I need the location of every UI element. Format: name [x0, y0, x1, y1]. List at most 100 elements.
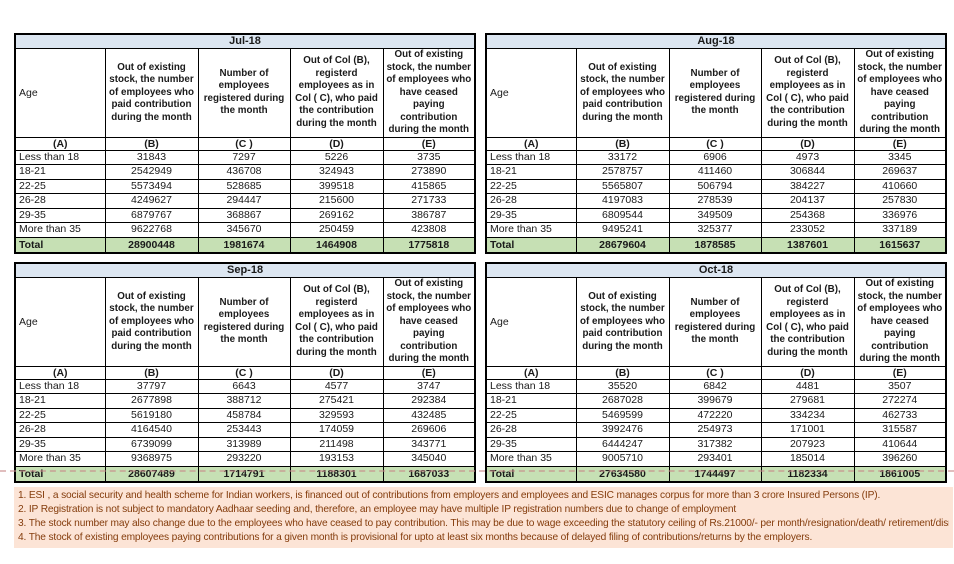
- column-letter: (B): [575, 136, 670, 151]
- value-cell: 272274: [853, 393, 947, 409]
- value-cell: 9495241: [575, 222, 670, 238]
- age-column-header: Age: [485, 277, 577, 367]
- value-cell: 410644: [853, 436, 947, 452]
- age-label: 26-28: [14, 193, 106, 209]
- value-cell: 4973: [760, 149, 855, 165]
- value-cell: 33172: [575, 149, 670, 165]
- total-value-cell: 1878585: [668, 236, 762, 253]
- age-label: 29-35: [14, 436, 106, 452]
- age-label: 29-35: [14, 207, 106, 223]
- footnote-3: 3. The stock number may also change due …: [18, 518, 949, 529]
- column-letter: (B): [104, 136, 199, 151]
- value-cell: 294447: [197, 193, 291, 209]
- value-cell: 273890: [382, 164, 476, 180]
- total-value-cell: 27634580: [575, 465, 670, 482]
- column-header: Out of existing stock, the number of emp…: [104, 48, 199, 138]
- table-aug-18: Aug-18 Age Out of existing stock, the numb…: [485, 33, 947, 254]
- value-cell: 2578757: [575, 164, 670, 180]
- value-cell: 269637: [853, 164, 947, 180]
- age-label: 26-28: [485, 193, 577, 209]
- column-letter-row: (A) (B) (C ) (D) (E): [485, 365, 947, 380]
- column-header: Out of existing stock, the number of emp…: [382, 277, 476, 367]
- column-header-row: Age Out of existing stock, the number of …: [485, 277, 947, 367]
- column-header: Out of Col (B), registerd employees as i…: [289, 277, 384, 367]
- column-letter: (E): [853, 136, 947, 151]
- total-value-cell: 1615637: [853, 236, 947, 253]
- value-cell: 293401: [668, 451, 762, 467]
- value-cell: 349509: [668, 207, 762, 223]
- table-row: 29-35 6879767 368867 269162 386787: [14, 207, 476, 223]
- value-cell: 384227: [760, 178, 855, 194]
- value-cell: 7297: [197, 149, 291, 165]
- value-cell: 253443: [197, 422, 291, 438]
- total-label: Total: [485, 465, 577, 482]
- total-value-cell: 28607489: [104, 465, 199, 482]
- column-letter: (C ): [668, 136, 762, 151]
- value-cell: 211498: [289, 436, 384, 452]
- total-row: Total 28900448 1981674 1464908 1775818: [14, 236, 476, 253]
- value-cell: 269162: [289, 207, 384, 223]
- table-row: More than 35 9622768 345670 250459 423808: [14, 222, 476, 238]
- table-row: 18-21 2677898 388712 275421 292384: [14, 393, 476, 409]
- value-cell: 3735: [382, 149, 476, 165]
- age-label: 22-25: [485, 407, 577, 423]
- age-label: 18-21: [14, 164, 106, 180]
- table-row: 29-35 6739099 313989 211498 343771: [14, 436, 476, 452]
- table-row: 18-21 2578757 411460 306844 269637: [485, 164, 947, 180]
- value-cell: 436708: [197, 164, 291, 180]
- value-cell: 315587: [853, 422, 947, 438]
- value-cell: 292384: [382, 393, 476, 409]
- table-row: 18-21 2687028 399679 279681 272274: [485, 393, 947, 409]
- value-cell: 5226: [289, 149, 384, 165]
- table-row: Less than 18 33172 6906 4973 3345: [485, 149, 947, 165]
- age-column-header: Age: [14, 48, 106, 138]
- column-letter: (D): [760, 365, 855, 380]
- value-cell: 423808: [382, 222, 476, 238]
- column-header: Number of employees registered during th…: [197, 277, 291, 367]
- column-letter-row: (A) (B) (C ) (D) (E): [14, 365, 476, 380]
- value-cell: 410660: [853, 178, 947, 194]
- value-cell: 6842: [668, 378, 762, 394]
- column-letter: (E): [382, 136, 476, 151]
- table-row: 26-28 3992476 254973 171001 315587: [485, 422, 947, 438]
- value-cell: 9005710: [575, 451, 670, 467]
- value-cell: 6739099: [104, 436, 199, 452]
- table-title: Jul-18: [14, 33, 476, 49]
- value-cell: 5573494: [104, 178, 199, 194]
- value-cell: 313989: [197, 436, 291, 452]
- table-row: 26-28 4197083 278539 204137 257830: [485, 193, 947, 209]
- table-title-row: Aug-18: [485, 33, 947, 49]
- value-cell: 254368: [760, 207, 855, 223]
- age-label: 22-25: [14, 178, 106, 194]
- column-header: Out of Col (B), registerd employees as i…: [289, 48, 384, 138]
- value-cell: 5565807: [575, 178, 670, 194]
- table-row: 26-28 4164540 253443 174059 269606: [14, 422, 476, 438]
- table-oct-18: Oct-18 Age Out of existing stock, the numb…: [485, 262, 948, 483]
- value-cell: 6879767: [104, 207, 199, 223]
- column-header-row: Age Out of existing stock, the number of …: [485, 48, 947, 138]
- total-value-cell: 1714791: [197, 465, 291, 482]
- value-cell: 329593: [289, 407, 384, 423]
- value-cell: 306844: [760, 164, 855, 180]
- age-label: Less than 18: [485, 378, 577, 394]
- table-row: Less than 18 35520 6842 4481 3507: [485, 378, 947, 394]
- column-header: Out of existing stock, the number of emp…: [575, 48, 670, 138]
- value-cell: 269606: [382, 422, 476, 438]
- age-label: Less than 18: [485, 149, 577, 165]
- table-title: Aug-18: [485, 33, 947, 49]
- value-cell: 6906: [668, 149, 762, 165]
- age-label: More than 35: [485, 451, 577, 467]
- table-row: 22-25 5619180 458784 329593 432485: [14, 407, 476, 423]
- value-cell: 254973: [668, 422, 762, 438]
- value-cell: 275421: [289, 393, 384, 409]
- value-cell: 3992476: [575, 422, 670, 438]
- value-cell: 528685: [197, 178, 291, 194]
- age-label: Less than 18: [14, 149, 106, 165]
- value-cell: 3345: [853, 149, 947, 165]
- value-cell: 215600: [289, 193, 384, 209]
- page-break-dashed-line: [0, 470, 954, 472]
- value-cell: 185014: [760, 451, 855, 467]
- value-cell: 345040: [382, 451, 476, 467]
- value-cell: 345670: [197, 222, 291, 238]
